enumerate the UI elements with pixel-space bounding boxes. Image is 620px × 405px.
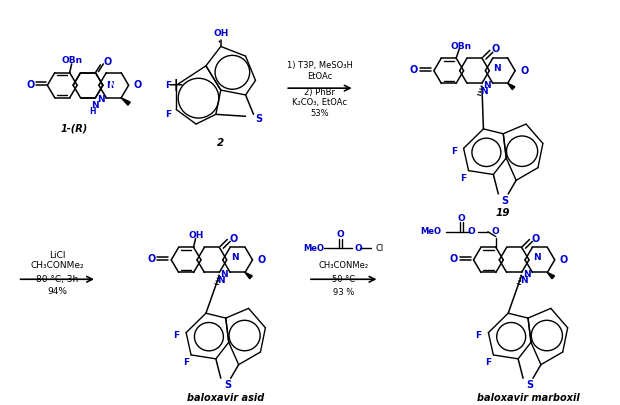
Text: O: O bbox=[257, 255, 266, 265]
Text: O: O bbox=[492, 227, 500, 236]
Text: F: F bbox=[165, 81, 171, 90]
Text: O: O bbox=[531, 234, 539, 243]
Text: N: N bbox=[221, 270, 228, 279]
Text: N: N bbox=[231, 254, 238, 262]
Text: baloxavir marboxil: baloxavir marboxil bbox=[477, 392, 580, 403]
Text: N: N bbox=[97, 95, 104, 104]
Text: N: N bbox=[218, 276, 225, 285]
Text: F: F bbox=[451, 147, 457, 156]
Text: :: : bbox=[519, 277, 522, 287]
Text: O: O bbox=[560, 255, 568, 265]
Text: H: H bbox=[89, 107, 95, 116]
Polygon shape bbox=[121, 98, 130, 105]
Text: baloxavir asid: baloxavir asid bbox=[187, 392, 264, 403]
Text: :: : bbox=[479, 88, 482, 98]
Text: OH: OH bbox=[213, 29, 229, 38]
Text: N: N bbox=[106, 81, 113, 90]
Text: F: F bbox=[476, 331, 482, 340]
Text: S: S bbox=[502, 196, 509, 206]
Text: 94%: 94% bbox=[47, 288, 68, 296]
Text: O: O bbox=[467, 227, 475, 236]
Text: N: N bbox=[523, 270, 531, 279]
Text: O: O bbox=[133, 80, 142, 90]
Text: O: O bbox=[450, 254, 458, 264]
Text: EtOAc: EtOAc bbox=[308, 72, 332, 81]
Text: S: S bbox=[255, 114, 262, 124]
Text: N: N bbox=[533, 254, 541, 262]
Text: F: F bbox=[485, 358, 492, 367]
Text: F: F bbox=[183, 358, 189, 367]
Text: OBn: OBn bbox=[451, 42, 472, 51]
Text: O: O bbox=[337, 230, 345, 239]
Text: 1) T3P, MeSO₃H: 1) T3P, MeSO₃H bbox=[287, 61, 353, 70]
Text: O: O bbox=[229, 234, 237, 243]
Text: F: F bbox=[165, 110, 171, 119]
Polygon shape bbox=[547, 273, 554, 279]
Text: +: + bbox=[168, 76, 185, 95]
Text: CH₃CONMe₂: CH₃CONMe₂ bbox=[319, 261, 369, 270]
Text: O: O bbox=[27, 80, 35, 90]
Text: OH: OH bbox=[189, 231, 204, 240]
Text: O: O bbox=[492, 45, 500, 54]
Text: 2) PhBr: 2) PhBr bbox=[304, 87, 335, 96]
Text: MeO: MeO bbox=[420, 227, 441, 236]
Text: LiCl: LiCl bbox=[49, 251, 66, 260]
Text: O: O bbox=[410, 65, 418, 75]
Text: S: S bbox=[526, 380, 534, 390]
Text: OBn: OBn bbox=[61, 56, 82, 66]
Text: O: O bbox=[458, 214, 465, 223]
Text: N: N bbox=[92, 101, 99, 110]
Text: N: N bbox=[106, 81, 120, 90]
Text: Cl: Cl bbox=[375, 244, 384, 253]
Text: 19: 19 bbox=[496, 208, 510, 218]
Text: N: N bbox=[494, 64, 501, 73]
Text: O: O bbox=[148, 254, 156, 264]
Text: N: N bbox=[480, 87, 488, 96]
Text: 1-(R): 1-(R) bbox=[61, 124, 88, 134]
Text: K₂CO₃, EtOAc: K₂CO₃, EtOAc bbox=[293, 98, 347, 107]
Text: MeO: MeO bbox=[303, 244, 324, 253]
Text: :: : bbox=[216, 277, 220, 287]
Text: N: N bbox=[520, 276, 528, 285]
Polygon shape bbox=[245, 273, 252, 279]
Polygon shape bbox=[508, 83, 515, 90]
Text: 93 %: 93 % bbox=[333, 288, 354, 297]
Text: 50 °C: 50 °C bbox=[332, 275, 355, 284]
Text: N: N bbox=[483, 81, 491, 90]
Text: O: O bbox=[355, 244, 362, 253]
Text: O: O bbox=[520, 66, 528, 76]
Text: 53%: 53% bbox=[311, 109, 329, 118]
Text: O: O bbox=[103, 57, 112, 67]
Text: 2: 2 bbox=[217, 139, 224, 149]
Text: S: S bbox=[224, 380, 231, 390]
Text: F: F bbox=[461, 174, 467, 183]
Text: F: F bbox=[173, 331, 179, 340]
Text: CH₃CONMe₂: CH₃CONMe₂ bbox=[30, 261, 84, 270]
Text: 80 °C, 3h: 80 °C, 3h bbox=[36, 275, 78, 284]
